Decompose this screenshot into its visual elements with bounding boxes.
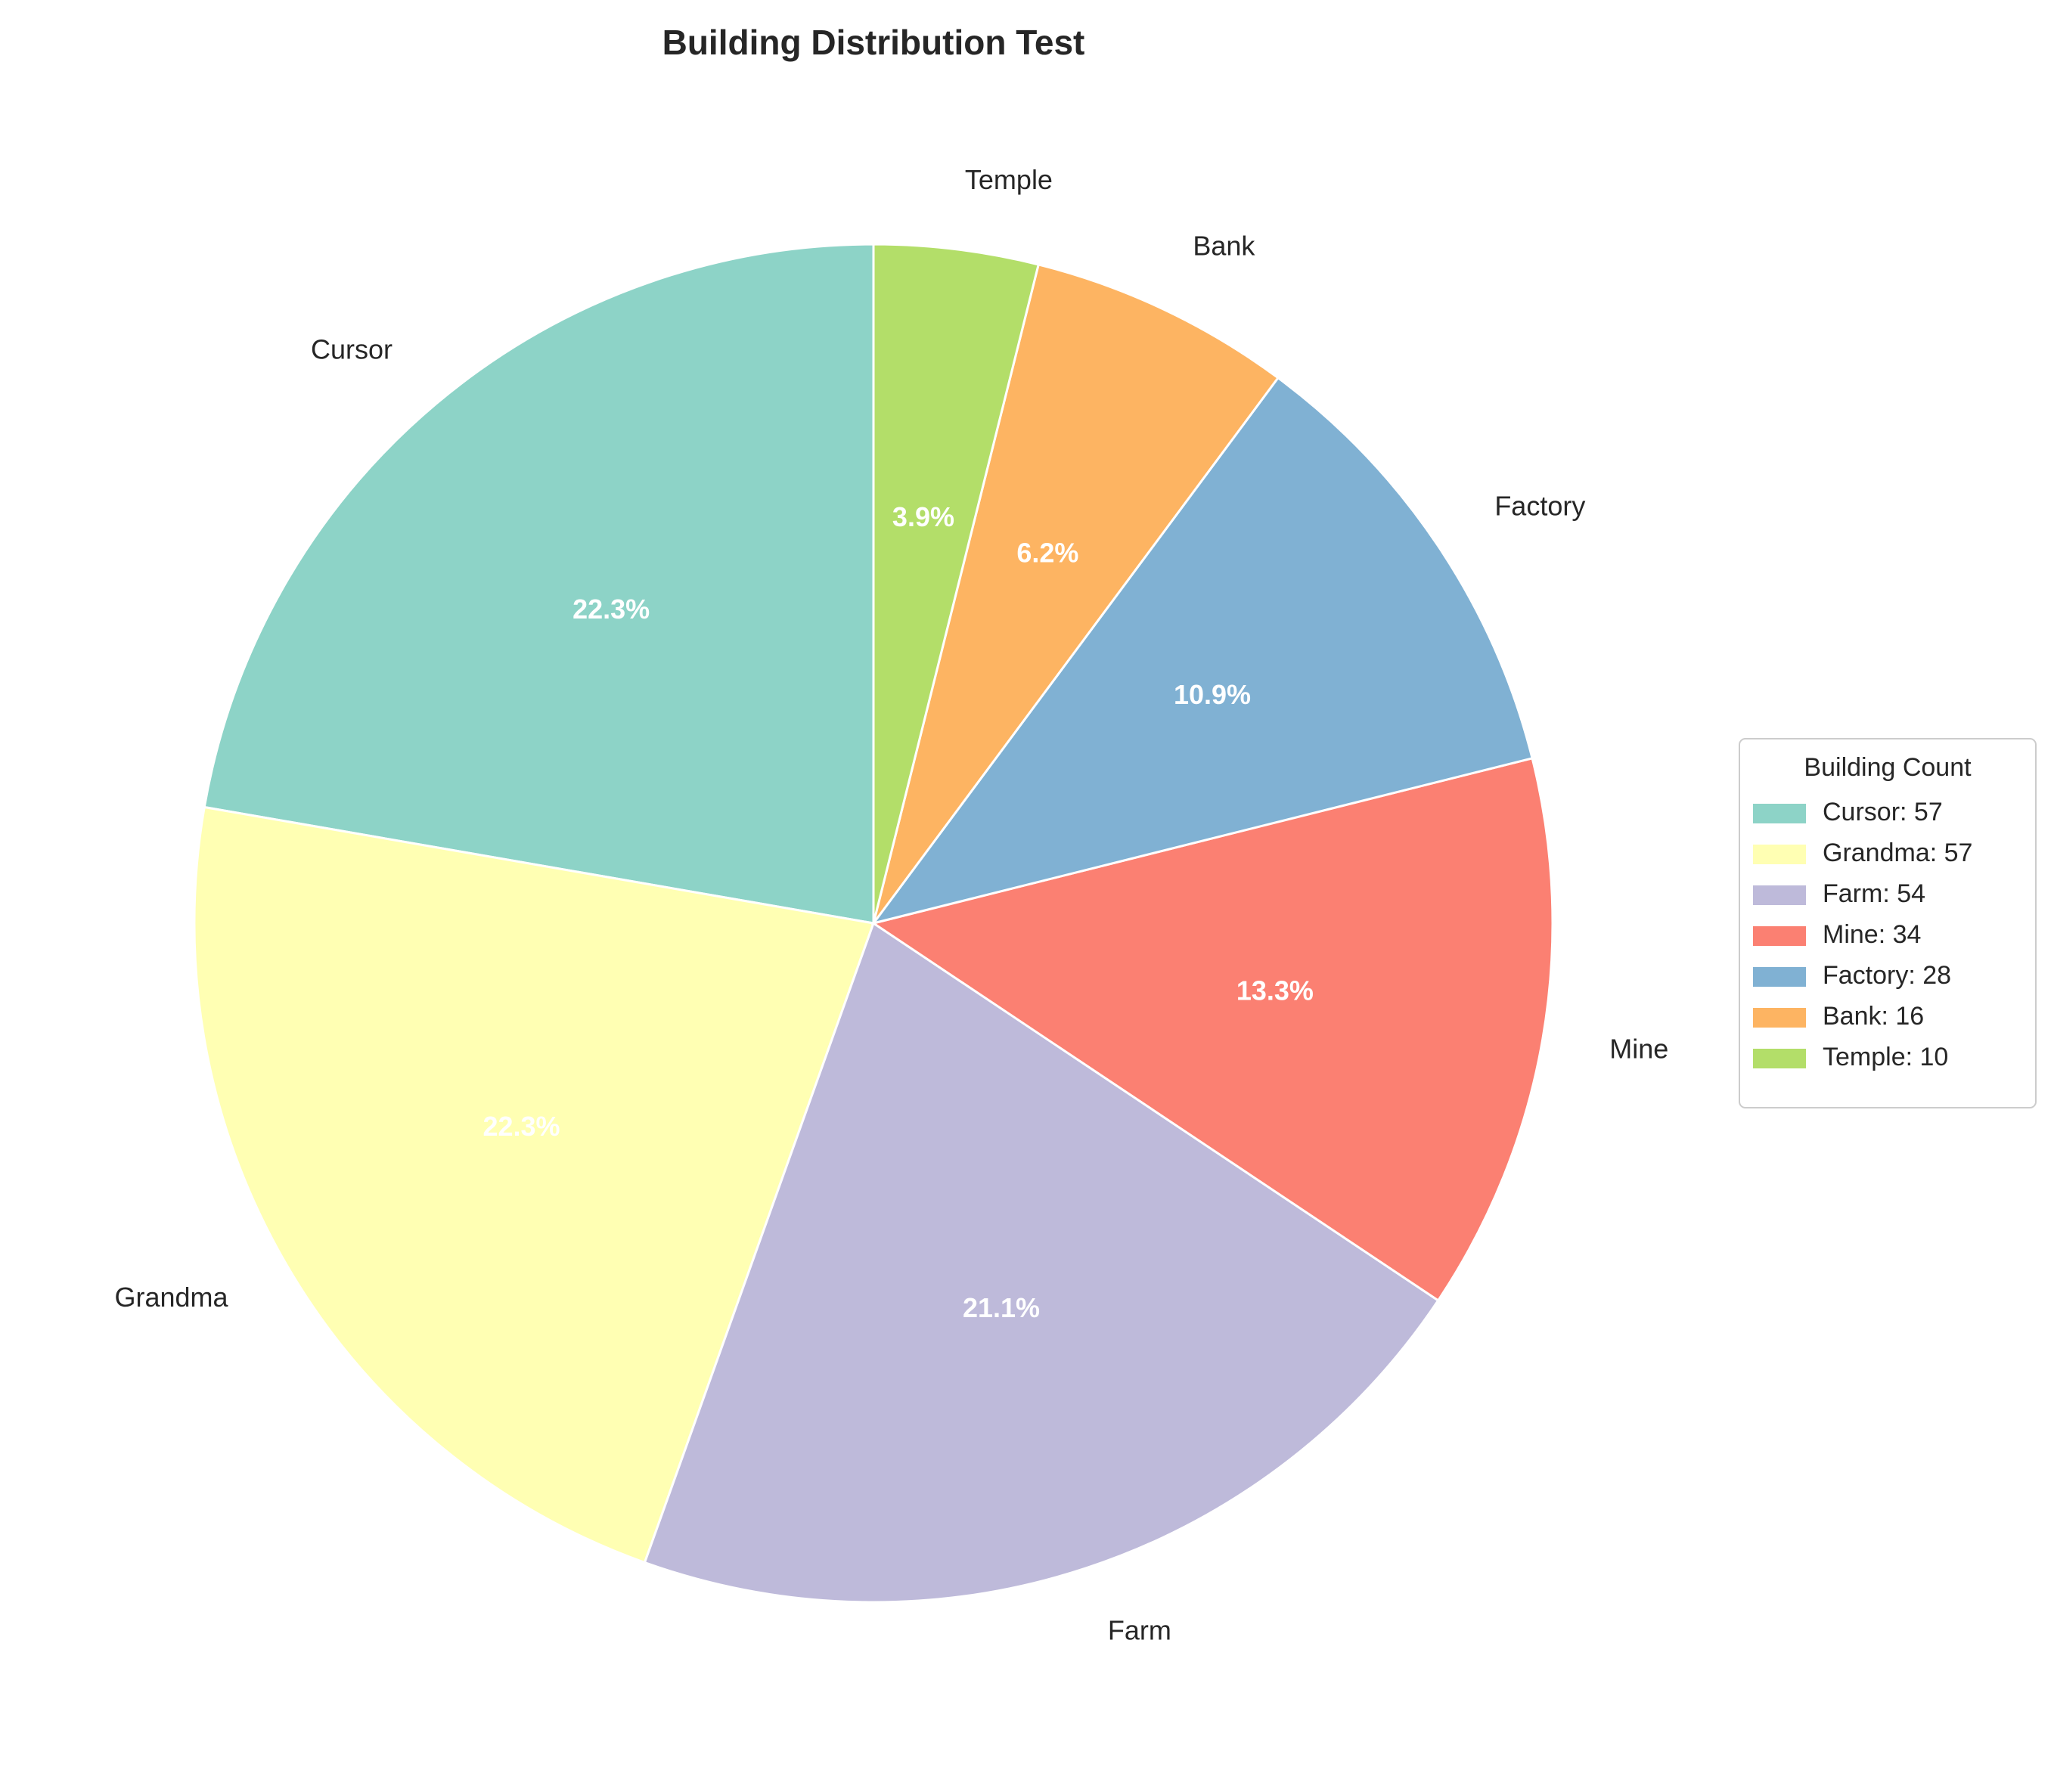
pie-slice-factory bbox=[870, 376, 1534, 925]
percent-label-temple: 3.9% bbox=[892, 501, 954, 532]
percent-label-bank: 6.2% bbox=[1016, 537, 1078, 568]
legend-swatch-farm bbox=[1753, 885, 1806, 905]
legend-swatch-grandma bbox=[1753, 845, 1806, 864]
percent-label-cursor: 22.3% bbox=[572, 594, 650, 625]
slice-labels: Cursor Grandma Farm Mine Factory Bank Temple bbox=[114, 164, 1668, 1645]
legend-swatch-mine bbox=[1753, 926, 1806, 946]
legend-title: Building Count bbox=[1804, 753, 1972, 782]
legend-entry-cursor: Cursor: 57 bbox=[1823, 798, 1943, 826]
legend-entries: Cursor: 57 Grandma: 57 Farm: 54 Mine: 34 Fac… bbox=[1753, 798, 1972, 1071]
legend-swatch-factory bbox=[1753, 967, 1806, 987]
percent-label-farm: 21.1% bbox=[963, 1292, 1040, 1323]
legend-entry-grandma: Grandma: 57 bbox=[1823, 839, 1972, 867]
pie-slice-farm bbox=[643, 921, 1440, 1604]
percent-label-mine: 13.3% bbox=[1236, 975, 1314, 1006]
slice-label-farm: Farm bbox=[1108, 1614, 1171, 1645]
legend-entry-factory: Factory: 28 bbox=[1823, 961, 1951, 990]
slice-label-factory: Factory bbox=[1494, 491, 1585, 522]
legend-entry-temple: Temple: 10 bbox=[1823, 1043, 1948, 1071]
percent-labels: 22.3% 22.3% 21.1% 13.3% 10.9% 6.2% 3.9% bbox=[482, 501, 1313, 1323]
pie-slice-temple bbox=[872, 243, 1041, 924]
legend-entry-bank: Bank: 16 bbox=[1823, 1002, 1924, 1031]
legend-entry-mine: Mine: 34 bbox=[1823, 920, 1921, 949]
slice-label-cursor: Cursor bbox=[311, 334, 392, 365]
legend-frame bbox=[1739, 738, 2037, 1108]
legend: Building Count Cursor: 57 Grandma: 57 Farm… bbox=[1739, 738, 2037, 1108]
slice-label-bank: Bank bbox=[1193, 231, 1255, 262]
slice-label-temple: Temple bbox=[965, 164, 1053, 195]
chart-title: Building Distribution Test bbox=[662, 23, 1085, 62]
pie-slices bbox=[193, 243, 1554, 1604]
percent-label-grandma: 22.3% bbox=[482, 1111, 560, 1142]
legend-entry-farm: Farm: 54 bbox=[1823, 879, 1925, 908]
slice-label-mine: Mine bbox=[1609, 1033, 1668, 1064]
legend-swatch-bank bbox=[1753, 1008, 1806, 1028]
pie-slice-cursor bbox=[203, 243, 875, 925]
pie-slice-bank bbox=[872, 263, 1280, 924]
legend-swatch-temple bbox=[1753, 1049, 1806, 1068]
pie-slice-mine bbox=[870, 756, 1554, 1302]
slice-label-grandma: Grandma bbox=[114, 1282, 228, 1313]
pie-slice-grandma bbox=[193, 805, 876, 1564]
percent-label-factory: 10.9% bbox=[1174, 679, 1251, 710]
legend-swatch-cursor bbox=[1753, 804, 1806, 823]
